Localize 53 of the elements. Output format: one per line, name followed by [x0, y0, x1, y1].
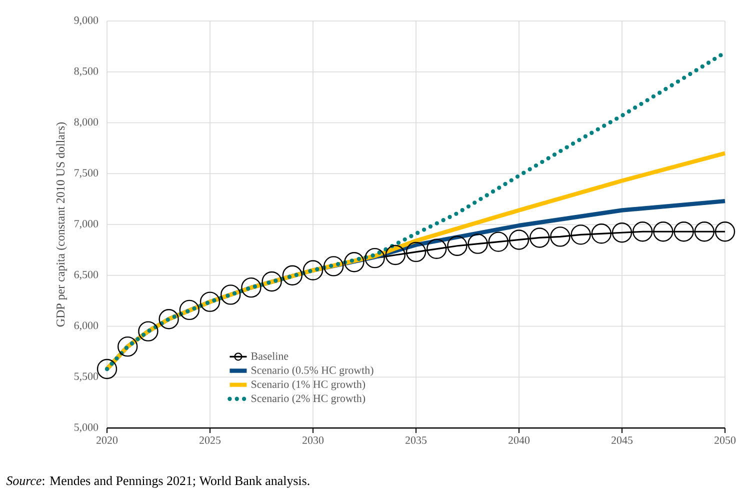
y-tick-label: 9,000	[74, 16, 98, 26]
point	[508, 230, 530, 250]
x-tick-label: 2050	[714, 436, 736, 444]
point	[302, 260, 324, 280]
point	[324, 256, 344, 276]
x-tick-label: 2020	[96, 436, 118, 444]
x-tick-label: 2040	[508, 436, 530, 444]
point	[488, 232, 509, 252]
x-tick-label: 2035	[406, 436, 427, 444]
legend-label: Scenario (2% HC growth)	[252, 394, 366, 404]
point	[530, 228, 550, 248]
point	[385, 244, 406, 266]
legend-label: Baseline	[251, 352, 288, 360]
point	[241, 277, 262, 298]
point	[468, 234, 488, 254]
text: Source: Mendes and Pennings 2021; World Bank analysis.	[6, 476, 310, 488]
point	[570, 224, 591, 245]
x-tick-label: 2025	[200, 436, 221, 444]
y-tick-label: 8,500	[74, 67, 98, 76]
point	[694, 222, 715, 242]
legend-label: Scenario (1% HC growth)	[252, 380, 366, 390]
point	[653, 222, 674, 242]
point	[674, 222, 694, 242]
y-tick-label: 6,000	[74, 322, 98, 331]
point	[179, 300, 200, 320]
x-tick-label: 2045	[612, 436, 633, 444]
y-axis-title: GDP per capita (constant 2010 US dollars)	[56, 122, 67, 327]
point	[138, 321, 158, 342]
x-tick-label: 2030	[302, 436, 324, 444]
point	[200, 292, 220, 312]
y-tick-label: 7,500	[74, 169, 98, 178]
point	[282, 265, 303, 286]
y-tick-label: 5,500	[74, 372, 98, 382]
point	[220, 284, 241, 305]
point	[591, 224, 612, 244]
y-tick-label: 8,000	[74, 118, 98, 128]
y-tick-label: 7,000	[74, 220, 98, 229]
point	[262, 271, 282, 292]
point	[406, 242, 426, 262]
y-tick-label: 5,000	[74, 424, 98, 432]
point	[158, 309, 179, 330]
point	[426, 238, 447, 260]
point	[632, 222, 653, 242]
point	[118, 336, 138, 357]
legend-label: Scenario (0.5% HC growth)	[252, 366, 374, 376]
point	[344, 252, 364, 272]
point	[96, 358, 118, 380]
point	[714, 222, 736, 242]
y-tick-label: 6,500	[74, 270, 98, 280]
point	[550, 226, 570, 247]
point	[612, 222, 632, 243]
point	[447, 236, 468, 256]
point	[364, 248, 385, 268]
